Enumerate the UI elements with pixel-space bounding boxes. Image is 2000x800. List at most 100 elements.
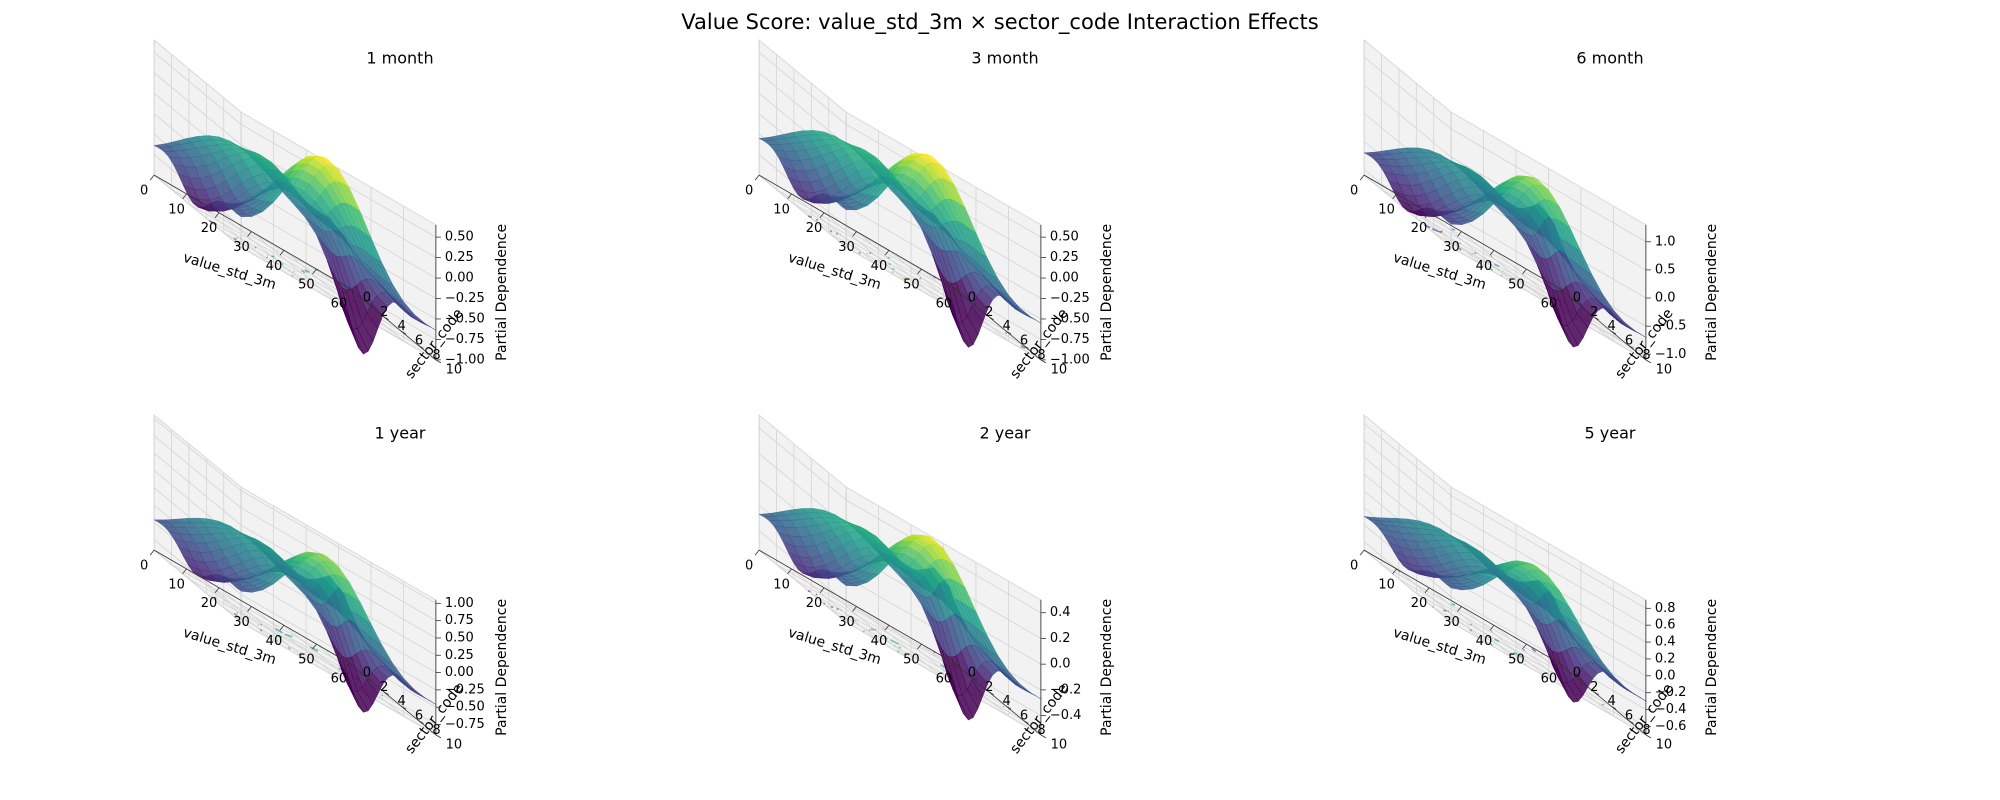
x-tick-mark	[1489, 250, 1495, 256]
y-tick-label: 6	[1625, 334, 1633, 349]
y-tick-mark	[1593, 316, 1599, 321]
contour-segment	[1443, 609, 1447, 612]
z-tick-label: 0.0	[1050, 657, 1071, 672]
y-tick-label: 6	[415, 334, 423, 349]
y-tick-mark	[1628, 720, 1634, 724]
contour-segment	[888, 262, 892, 266]
x-tick-mark	[182, 193, 187, 200]
z-tick-label: 0.25	[445, 250, 474, 265]
grid-line	[171, 564, 367, 678]
z-tick-label: −0.50	[445, 311, 485, 326]
grid-line	[758, 427, 847, 501]
contour-segment	[852, 243, 855, 246]
grid-line	[153, 174, 242, 248]
grid-line	[776, 189, 972, 303]
y-axis-line	[953, 287, 1042, 361]
y-tick-mark	[435, 359, 442, 364]
contour-segment	[884, 637, 888, 640]
x-tick-label: 0	[1350, 184, 1358, 199]
contour-segment	[1485, 635, 1487, 638]
x-tick-label: 30	[838, 615, 855, 630]
y-tick-mark	[1558, 287, 1565, 292]
contour-segment	[259, 628, 263, 632]
surface-patch	[337, 292, 354, 334]
z-tick-label: 0.4	[1050, 605, 1071, 620]
x-tick-mark	[819, 212, 825, 218]
x-tick-mark	[852, 231, 857, 237]
grid-line	[845, 246, 1042, 361]
x-tick-mark	[949, 287, 955, 294]
z-axis-label: Partial Dependence	[1099, 599, 1115, 736]
grid-line	[1433, 232, 1629, 346]
grid-line	[240, 611, 437, 725]
y-tick-label: 10	[1656, 362, 1673, 377]
grid-line	[828, 232, 1024, 346]
x-tick-mark	[149, 549, 155, 556]
z-axis-label: Partial Dependence	[494, 599, 510, 736]
x-tick-label: 10	[168, 577, 185, 592]
contour-segment	[279, 262, 284, 266]
x-tick-label: 30	[233, 240, 250, 255]
x-tick-mark	[1392, 568, 1397, 575]
x-tick-mark	[1522, 268, 1527, 275]
z-tick-label: 0.00	[1050, 271, 1079, 286]
y-tick-mark	[383, 316, 389, 321]
x-tick-label: 50	[903, 278, 920, 293]
y-tick-mark	[435, 734, 442, 739]
grid-line	[153, 72, 242, 146]
x-tick-mark	[884, 250, 890, 256]
y-tick-label: 0	[363, 665, 371, 680]
x-tick-mark	[1359, 174, 1365, 181]
z-tick-label: 0.50	[445, 630, 474, 645]
y-tick-label: 0	[968, 665, 976, 680]
grid-line	[1363, 440, 1452, 513]
grid-line	[1363, 549, 1452, 623]
contour-segment	[1451, 603, 1456, 606]
grid-line	[1461, 231, 1549, 304]
x-tick-mark	[917, 643, 922, 650]
grid-line	[223, 607, 419, 721]
y-tick-label: 10	[446, 737, 463, 752]
y-tick-mark	[971, 301, 977, 306]
grid-line	[1450, 495, 1647, 609]
x-tick-label: 30	[1443, 240, 1460, 255]
y-tick-label: 6	[1625, 709, 1633, 724]
x-tick-label: 40	[1476, 634, 1493, 649]
contour-segment	[1522, 649, 1526, 652]
z-tick-label: −0.25	[1050, 291, 1090, 306]
y-tick-mark	[1645, 359, 1652, 364]
grid-line	[153, 435, 242, 509]
grid-line	[218, 212, 307, 286]
grid-line	[1461, 606, 1549, 679]
x-tick-mark	[754, 549, 760, 556]
y-tick-label: 8	[1037, 348, 1045, 363]
contour-segment	[919, 277, 922, 280]
contour-segment	[214, 596, 217, 599]
contour-segment	[265, 256, 268, 259]
x-tick-mark	[1522, 643, 1527, 650]
y-tick-mark	[348, 287, 355, 292]
y-axis-line	[348, 287, 437, 361]
z-tick-label: −0.75	[1050, 332, 1090, 347]
contour-segment	[1494, 263, 1500, 268]
x-tick-label: 30	[838, 240, 855, 255]
contour-segment	[853, 619, 856, 622]
contour-segment	[891, 270, 895, 274]
contour-segment	[1513, 651, 1523, 658]
y-tick-label: 10	[1656, 737, 1673, 752]
grid-line	[1363, 541, 1452, 614]
y-tick-label: 6	[415, 709, 423, 724]
grid-line	[1450, 128, 1647, 243]
contour-segment	[858, 251, 862, 255]
x-tick-label: 0	[1350, 559, 1358, 574]
y-tick-label: 2	[1590, 680, 1598, 695]
y-tick-mark	[1023, 720, 1029, 724]
y-tick-label: 10	[1051, 362, 1068, 377]
z-tick-label: −0.6	[1655, 719, 1687, 734]
z-tick-label: −0.75	[445, 332, 485, 347]
z-tick-label: 0.0	[1655, 668, 1676, 683]
y-axis-line	[1558, 662, 1647, 736]
grid-line	[240, 246, 437, 361]
